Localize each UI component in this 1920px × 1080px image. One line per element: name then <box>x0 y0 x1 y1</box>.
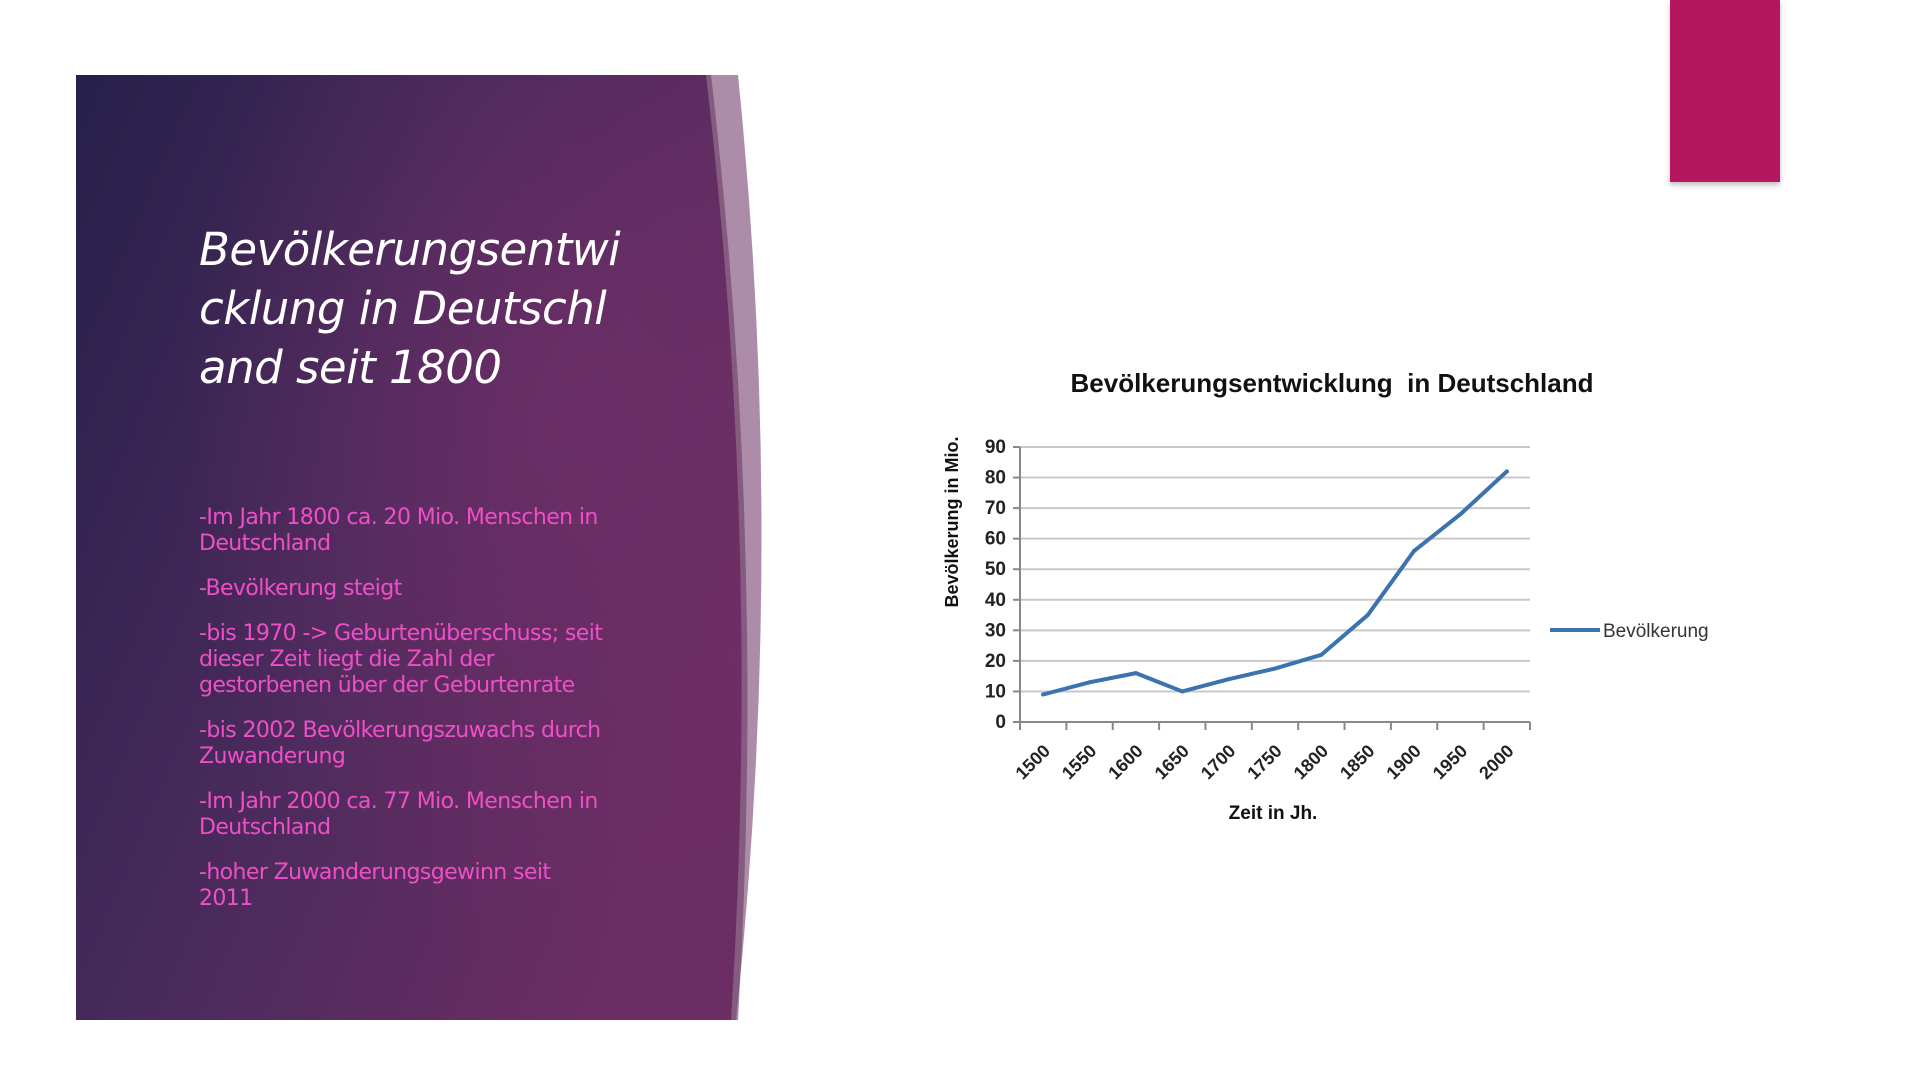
y-tick-label: 50 <box>985 559 1006 580</box>
population-line-chart: Bevölkerungsentwicklung in Deutschland 0… <box>942 368 1709 824</box>
chart-legend: Bevölkerung <box>1550 621 1709 642</box>
x-axis-ticks: 1500 1550 1600 1650 1700 1750 1800 1850 1900 1950… <box>1012 722 1531 783</box>
bullet-item: -hoher Zuwanderungsgewinn seit 2011 <box>199 860 551 911</box>
x-tick-label: 1550 <box>1058 741 1100 783</box>
y-tick-label: 70 <box>985 498 1006 519</box>
y-tick-label: 10 <box>985 681 1006 702</box>
x-tick-label: 1500 <box>1012 741 1054 783</box>
x-tick-label: 1800 <box>1290 741 1332 783</box>
x-tick-label: 1750 <box>1243 741 1285 783</box>
bullet-item: -Im Jahr 1800 ca. 20 Mio. Menschen in De… <box>199 505 598 556</box>
x-tick-label: 2000 <box>1475 741 1517 783</box>
data-point <box>1319 652 1324 657</box>
bullet-item: -bis 1970 -> Geburtenüberschuss; seit di… <box>199 621 603 698</box>
data-point <box>1087 680 1092 685</box>
data-point <box>1180 689 1185 694</box>
data-point <box>1458 512 1463 517</box>
y-tick-label: 60 <box>985 529 1006 550</box>
y-axis-label: Bevölkerung in Mio. <box>942 436 962 607</box>
data-point <box>1273 666 1277 671</box>
y-tick-label: 40 <box>985 590 1006 611</box>
y-tick-label: 20 <box>985 651 1006 672</box>
x-tick-label: 1850 <box>1336 741 1378 783</box>
x-tick-label: 1650 <box>1151 741 1193 783</box>
y-tick-label: 0 <box>995 712 1006 733</box>
y-tick-label: 80 <box>985 468 1006 489</box>
bullet-item: -Im Jahr 2000 ca. 77 Mio. Menschen in De… <box>199 789 598 840</box>
y-tick-label: 90 <box>985 437 1006 458</box>
panel-background <box>76 75 762 1020</box>
x-tick-label: 1600 <box>1104 741 1146 783</box>
data-point <box>1226 677 1231 682</box>
title-panel <box>76 75 776 1020</box>
data-point <box>1041 692 1046 697</box>
x-axis-label: Zeit in Jh. <box>1229 803 1318 824</box>
bullet-item: -bis 2002 Bevölkerungszuwachs durch Zuwa… <box>199 718 601 769</box>
chart-grid <box>1020 446 1530 693</box>
chart-title: Bevölkerungsentwicklung in Deutschland <box>1071 368 1594 398</box>
accent-block <box>1670 0 1780 182</box>
data-point <box>1133 671 1138 676</box>
x-tick-label: 1700 <box>1197 741 1239 783</box>
slide-title: Bevölkerungsentwicklung in Deutschland s… <box>199 223 621 394</box>
y-tick-label: 30 <box>985 620 1006 641</box>
data-point <box>1365 613 1370 618</box>
data-point <box>1412 548 1417 553</box>
y-axis-ticks: 0 10 20 30 40 50 60 70 80 90 <box>985 437 1020 733</box>
bullet-item: -Bevölkerung steigt <box>199 576 402 601</box>
series-layer <box>1041 469 1509 697</box>
legend-label: Bevölkerung <box>1603 621 1709 642</box>
data-point <box>1504 469 1509 474</box>
x-tick-label: 1900 <box>1382 741 1424 783</box>
chart-axes <box>1019 447 1530 723</box>
x-tick-label: 1950 <box>1429 741 1471 783</box>
bullet-list: -Im Jahr 1800 ca. 20 Mio. Menschen in De… <box>199 505 609 931</box>
